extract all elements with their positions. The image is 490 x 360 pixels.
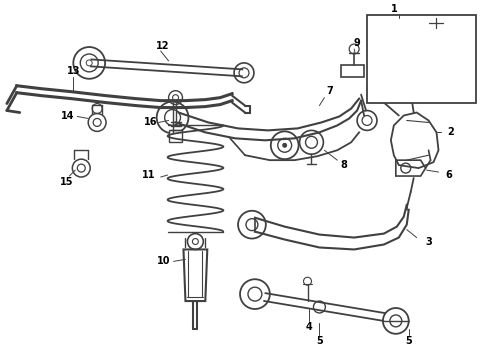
Circle shape	[283, 143, 287, 147]
Circle shape	[404, 63, 410, 69]
Text: 5: 5	[316, 336, 323, 346]
Text: 4: 4	[306, 322, 313, 332]
Text: 7: 7	[326, 86, 333, 96]
Text: 16: 16	[144, 117, 157, 127]
Text: 9: 9	[354, 38, 361, 48]
Text: 14: 14	[61, 112, 74, 121]
Text: 6: 6	[445, 170, 452, 180]
Text: 3: 3	[425, 237, 432, 247]
Text: 8: 8	[341, 160, 348, 170]
Text: 12: 12	[156, 41, 170, 51]
Circle shape	[379, 38, 435, 94]
Text: 10: 10	[157, 256, 171, 266]
Bar	[169, 130, 182, 142]
Text: 5: 5	[405, 336, 412, 346]
Text: 11: 11	[142, 170, 155, 180]
Text: 1: 1	[391, 4, 397, 14]
Bar	[367, 15, 476, 103]
Text: 15: 15	[60, 177, 73, 187]
Text: 2: 2	[447, 127, 454, 138]
Text: 13: 13	[67, 66, 80, 76]
